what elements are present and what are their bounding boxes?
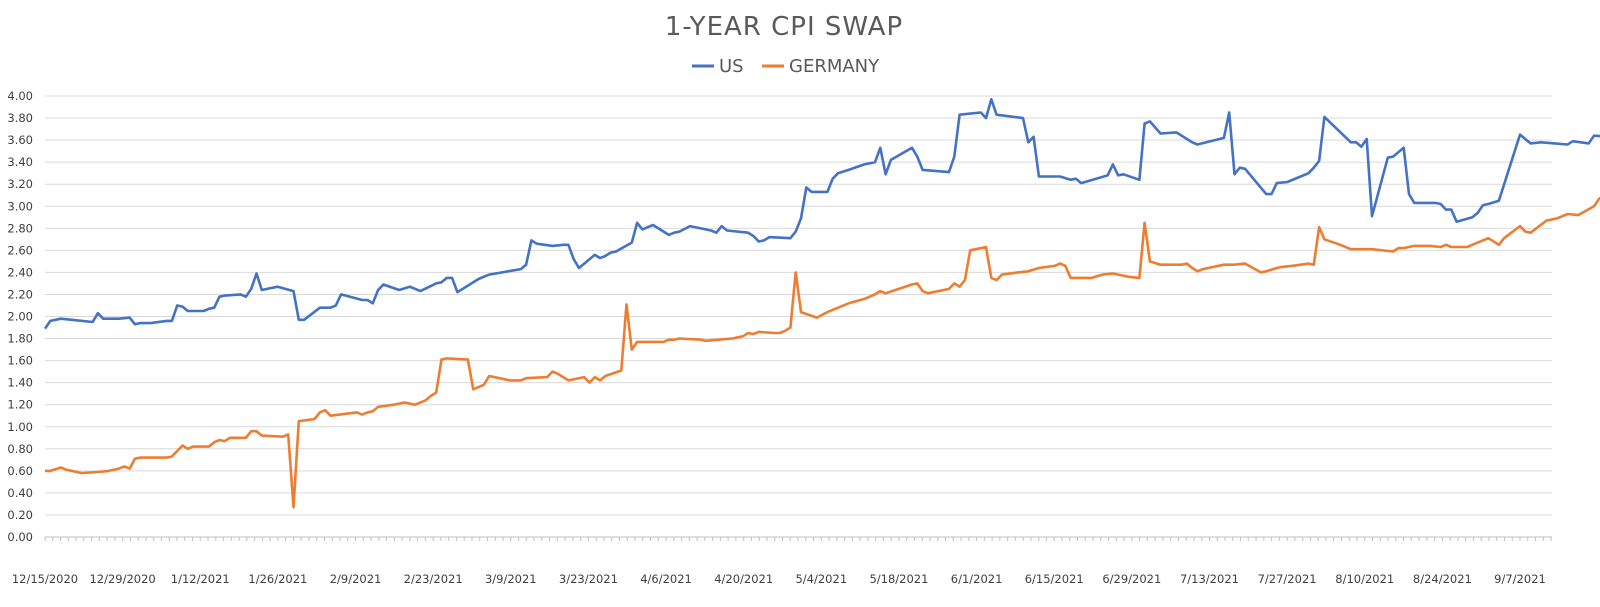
y-tick-label: 1.00 [7, 420, 33, 434]
x-tick-label: 2/9/2021 [330, 572, 382, 586]
y-tick-label: 1.80 [7, 332, 33, 346]
y-tick-label: 3.80 [7, 111, 33, 125]
x-tick-label: 1/12/2021 [171, 572, 230, 586]
series-line-us [43, 98, 1600, 330]
y-tick-label: 2.00 [7, 310, 33, 324]
y-tick-label: 1.20 [7, 398, 33, 412]
y-tick-label: 1.40 [7, 376, 33, 390]
y-tick-label: 0.40 [7, 486, 33, 500]
x-tick-label: 6/15/2021 [1025, 572, 1084, 586]
x-tick-label: 4/6/2021 [640, 572, 692, 586]
x-tick-label: 6/1/2021 [951, 572, 1003, 586]
y-tick-label: 2.60 [7, 243, 33, 257]
chart-title: 1-YEAR CPI SWAP [665, 12, 903, 42]
x-tick-label: 5/18/2021 [869, 572, 928, 586]
x-tick-label: 1/26/2021 [248, 572, 307, 586]
gridlines [45, 95, 1552, 538]
x-tick-label: 2/23/2021 [404, 572, 463, 586]
y-tick-label: 2.20 [7, 287, 33, 301]
x-tick-label: 7/13/2021 [1180, 572, 1239, 586]
x-tick-label: 3/23/2021 [559, 572, 618, 586]
x-axis-ticks: 12/15/2020 12/29/2020 1/12/2021 1/26/2021 2/… [12, 537, 1552, 586]
y-tick-label: 1.60 [7, 354, 33, 368]
x-tick-label: 12/15/2020 [12, 572, 78, 586]
x-tick-label: 8/10/2021 [1335, 572, 1394, 586]
y-tick-label: 4.00 [7, 89, 33, 103]
y-tick-label: 0.00 [7, 530, 33, 544]
y-tick-label: 3.60 [7, 133, 33, 147]
y-tick-label: 3.00 [7, 199, 33, 213]
x-tick-label: 4/20/2021 [714, 572, 773, 586]
y-axis-ticks: 0.00 0.20 0.40 0.60 0.80 1.00 1.20 1.40 1.60 1.80… [7, 89, 33, 544]
series-lines [43, 98, 1600, 509]
legend-label: US [719, 56, 744, 77]
x-tick-label: 3/9/2021 [485, 572, 537, 586]
y-tick-label: 0.20 [7, 508, 33, 522]
y-tick-label: 2.80 [7, 221, 33, 235]
x-tick-label: 6/29/2021 [1102, 572, 1161, 586]
y-tick-label: 0.80 [7, 442, 33, 456]
y-tick-label: 0.60 [7, 464, 33, 478]
x-tick-label: 5/4/2021 [795, 572, 847, 586]
y-tick-label: 3.40 [7, 155, 33, 169]
x-tick-label: 9/7/2021 [1494, 572, 1546, 586]
x-tick-label: 8/24/2021 [1413, 572, 1472, 586]
x-tick-label: 12/29/2020 [89, 572, 155, 586]
legend-label: GERMANY [789, 56, 880, 77]
legend: US GERMANY [692, 56, 880, 77]
y-tick-label: 3.20 [7, 177, 33, 191]
y-tick-label: 2.40 [7, 265, 33, 279]
x-tick-label: 7/27/2021 [1258, 572, 1317, 586]
series-line-germany [45, 196, 1600, 509]
